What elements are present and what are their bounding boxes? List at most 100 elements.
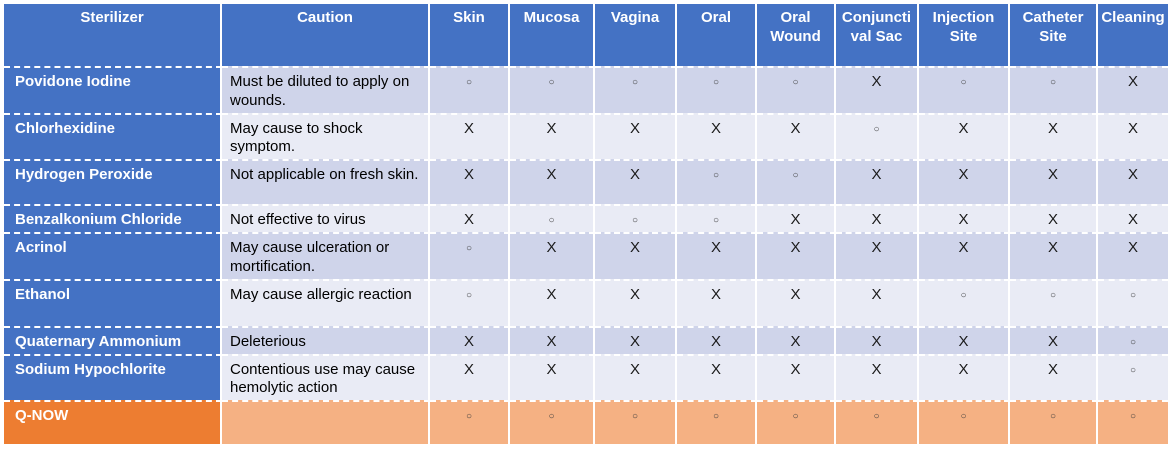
mark-cell-skin: ○ [430,66,510,113]
mark-cell-cleaning: ○ [1098,278,1168,326]
caution-text: Not effective to virus [222,204,430,232]
table-row-hydrogen-peroxide: Hydrogen Peroxide Not applicable on fresh… [4,159,1168,204]
mark-cell-conjunctival-sac: X [836,325,919,354]
mark-cell-cleaning: X [1098,232,1168,279]
cross-mark: X [463,211,474,228]
mark-cell-catheter-site: X [1010,353,1098,400]
circle-mark: ○ [465,243,473,254]
mark-cell-catheter-site: X [1010,112,1098,159]
mark-cell-skin: ○ [430,400,510,444]
mark-cell-vagina: X [595,232,677,279]
caution-text: Deleterious [222,325,430,354]
mark-cell-injection-site: X [919,159,1010,204]
mark-cell-cleaning: X [1098,204,1168,232]
cross-mark: X [463,332,474,350]
table-row-ethanol: Ethanol May cause allergic reaction ○ X X X X X… [4,278,1168,326]
cross-mark: X [1047,239,1058,256]
mark-cell-conjunctival-sac: ○ [836,400,919,444]
cross-mark: X [1047,211,1058,228]
mark-cell-oral: X [677,278,757,326]
mark-cell-injection-site: X [919,112,1010,159]
table-row-acrinol: Acrinol May cause ulceration or mortifica… [4,232,1168,279]
cross-mark: X [958,360,969,378]
sterilizer-name: Benzalkonium Chloride [4,204,222,232]
mark-cell-injection-site: X [919,232,1010,279]
sterilizer-comparison-table: Sterilizer Caution Skin Mucosa Vagina Oral Ora… [4,4,1168,444]
mark-cell-mucosa: X [510,112,595,159]
mark-cell-catheter-site: X [1010,232,1098,279]
mark-cell-mucosa: ○ [510,66,595,113]
mark-cell-oral-wound: X [757,232,836,279]
mark-cell-mucosa: ○ [510,400,595,444]
circle-mark: ○ [792,170,799,181]
circle-mark: ○ [548,411,555,422]
mark-cell-oral-wound: X [757,112,836,159]
circle-mark: ○ [548,215,555,226]
mark-cell-skin: X [430,204,510,232]
cross-mark: X [958,239,969,256]
cross-mark: X [546,166,557,183]
mark-cell-vagina: ○ [595,204,677,232]
sterilizer-name: Povidone Iodine [4,66,222,113]
mark-cell-mucosa: X [510,353,595,400]
cross-mark: X [790,332,801,350]
mark-cell-oral: X [677,325,757,354]
mark-cell-oral-wound: ○ [757,400,836,444]
cross-mark: X [871,285,882,303]
circle-mark: ○ [1129,289,1137,301]
circle-mark: ○ [960,77,967,88]
mark-cell-cleaning: X [1098,159,1168,204]
cross-mark: X [958,166,969,183]
cross-mark: X [871,332,882,350]
mark-cell-mucosa: X [510,232,595,279]
circle-mark: ○ [465,411,473,422]
circle-mark: ○ [1129,364,1137,376]
cross-mark: X [871,360,882,378]
mark-cell-skin: X [430,353,510,400]
cross-mark: X [629,119,640,137]
cross-mark: X [1047,360,1058,378]
mark-cell-mucosa: X [510,325,595,354]
mark-cell-oral: ○ [677,400,757,444]
mark-cell-conjunctival-sac: X [836,278,919,326]
cross-mark: X [629,360,640,378]
mark-cell-catheter-site: ○ [1010,66,1098,113]
circle-mark: ○ [631,215,639,226]
mark-cell-vagina: X [595,159,677,204]
mark-cell-oral: X [677,232,757,279]
cross-mark: X [790,211,801,228]
table-body: Povidone Iodine Must be diluted to apply … [4,66,1168,444]
cross-mark: X [463,119,474,137]
circle-mark: ○ [792,77,799,88]
mark-cell-vagina: X [595,353,677,400]
cross-mark: X [958,119,969,137]
cross-mark: X [546,332,557,350]
column-header-oral: Oral [677,4,757,66]
circle-mark: ○ [465,77,473,88]
table-row-benzalkonium-chloride: Benzalkonium Chloride Not effective to vi… [4,204,1168,232]
cross-mark: X [546,285,557,303]
cross-mark: X [546,119,557,137]
table-row-quaternary-ammonium: Quaternary Ammonium Deleterious X X X X X X X X ○ [4,325,1168,354]
cross-mark: X [710,239,721,256]
circle-mark: ○ [1049,77,1057,88]
cross-mark: X [1047,119,1058,137]
mark-cell-skin: ○ [430,278,510,326]
caution-text: Contentious use may cause hemolytic acti… [222,353,430,400]
sterilizer-name: Ethanol [4,278,222,326]
cross-mark: X [629,166,640,183]
circle-mark: ○ [1129,336,1137,348]
mark-cell-mucosa: X [510,159,595,204]
mark-cell-injection-site: ○ [919,278,1010,326]
circle-mark: ○ [712,77,720,88]
sterilizer-name: Sodium Hypochlorite [4,353,222,400]
cross-mark: X [710,285,721,303]
mark-cell-injection-site: X [919,325,1010,354]
cross-mark: X [790,360,801,378]
cross-mark: X [871,239,882,256]
mark-cell-oral-wound: X [757,353,836,400]
table-row-q-now: Q-NOW ○ ○ ○ ○ ○ ○ ○ ○ ○ [4,400,1168,444]
mark-cell-catheter-site: ○ [1010,400,1098,444]
mark-cell-conjunctival-sac: X [836,66,919,113]
mark-cell-oral: X [677,112,757,159]
